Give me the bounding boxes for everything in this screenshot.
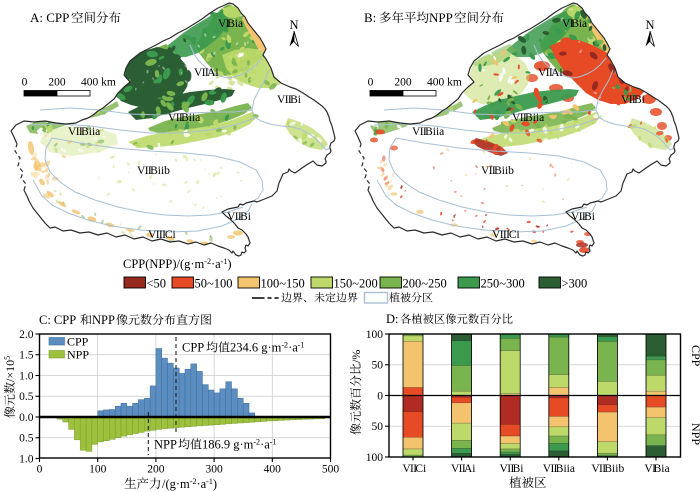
svg-text:<50: <50 [147,277,167,291]
svg-text:VI: VI [218,18,230,30]
svg-text:0: 0 [37,464,43,476]
svg-text:400: 400 [264,464,282,476]
svg-text:N: N [289,18,298,32]
svg-text:VII: VII [481,165,496,177]
svg-text:VII: VII [512,112,527,124]
svg-text:Biia: Biia [425,126,444,138]
svg-text:CPP: CPP [689,345,700,367]
svg-text:VII: VII [402,463,417,475]
svg-text:Bia: Bia [654,463,670,475]
svg-text:VII: VII [500,463,515,475]
svg-text:1.5: 1.5 [19,350,34,362]
svg-text:100~150: 100~150 [261,277,305,291]
svg-text:Biib: Biib [604,463,624,475]
svg-text:0: 0 [368,77,374,89]
svg-text:NPP: NPP [429,10,453,25]
svg-text:250~300: 250~300 [481,277,525,291]
svg-text:Biia: Biia [181,112,200,124]
svg-text:CPP: CPP [67,335,89,349]
svg-text:Bi: Bi [513,463,524,475]
svg-text:Ci: Ci [509,229,520,241]
svg-text:VII: VII [538,67,553,79]
svg-text:Bi: Bi [240,211,251,223]
svg-text:Ai: Ai [551,67,563,79]
svg-text:NPP: NPP [92,313,115,327]
svg-text:VI: VI [644,463,656,475]
svg-text:D:: D: [386,312,399,326]
svg-text:Bi: Bi [634,94,645,106]
svg-text:200: 200 [394,77,412,89]
svg-text:VII: VII [227,211,242,223]
svg-text:Ai: Ai [207,67,219,79]
svg-text:Bi: Bi [290,94,301,106]
svg-text:VI: VI [562,18,574,30]
svg-text:Biib: Biib [150,165,170,177]
svg-text:Biia: Biia [556,463,575,475]
svg-text:VIII: VIII [492,229,510,241]
svg-text:VII: VII [621,94,636,106]
svg-text:VII: VII [68,126,83,138]
svg-text:186.9 g·m-2·a-1: 186.9 g·m-2·a-1 [202,438,276,452]
svg-text:/(g·m-2·a-1): /(g·m-2·a-1) [162,477,217,491]
svg-text:/×105: /×105 [3,356,17,382]
svg-text:>300: >300 [562,277,588,291]
svg-text:C: CPP: C: CPP [39,313,76,327]
svg-text:CPP(NPP)/(g·m-2·a-1): CPP(NPP)/(g·m-2·a-1) [123,257,232,271]
svg-text:VIII: VIII [148,229,166,241]
svg-text:100: 100 [89,464,107,476]
svg-text:0.5: 0.5 [19,433,34,445]
svg-text:400 km: 400 km [427,77,462,89]
svg-text:B:: B: [364,10,376,25]
svg-text:0: 0 [377,390,383,402]
svg-text:Ci: Ci [165,229,176,241]
svg-text:Bi: Bi [584,211,595,223]
svg-text:50~100: 50~100 [195,277,233,291]
svg-text:Ci: Ci [415,463,426,475]
svg-text:VII: VII [571,211,586,223]
svg-text:500: 500 [322,464,340,476]
svg-text:100: 100 [366,452,384,464]
svg-text:200: 200 [147,464,165,476]
svg-text:200~250: 200~250 [403,277,447,291]
svg-text:150~200: 150~200 [334,277,378,291]
svg-text:VII: VII [137,165,152,177]
svg-text:1.0: 1.0 [19,453,34,465]
svg-text:A: CPP: A: CPP [30,10,69,25]
svg-text:NPP: NPP [689,423,700,445]
svg-text:VII: VII [277,94,292,106]
svg-text:Biia: Biia [81,126,100,138]
svg-text:VII: VII [168,112,183,124]
svg-text:234.6 g·m-2·a-1: 234.6 g·m-2·a-1 [230,341,304,355]
svg-text:CPP: CPP [182,341,204,355]
svg-text:0.0: 0.0 [19,412,34,424]
svg-text:VII: VII [543,463,558,475]
svg-text:200: 200 [48,77,66,89]
svg-text:300: 300 [205,464,223,476]
svg-text:VII: VII [412,126,427,138]
svg-text:2.0: 2.0 [19,329,34,341]
svg-text:0: 0 [22,77,28,89]
svg-text:VII: VII [194,67,209,79]
svg-text:Bia: Bia [227,18,243,30]
svg-text:Bia: Bia [571,18,587,30]
svg-text:NPP: NPP [67,348,89,362]
svg-text:0.5: 0.5 [19,391,34,403]
svg-text:/%: /% [349,350,363,363]
svg-text:50: 50 [372,360,384,372]
svg-text:N: N [645,18,654,32]
svg-text:Biia: Biia [525,112,544,124]
svg-text:100: 100 [366,329,384,341]
svg-text:Ai: Ai [464,463,476,475]
svg-text:NPP: NPP [154,438,177,452]
svg-text:Biib: Biib [494,165,514,177]
svg-text:400 km: 400 km [81,77,116,89]
svg-text:VII: VII [451,463,466,475]
svg-text:50: 50 [372,421,384,433]
svg-text:VII: VII [591,463,606,475]
svg-text:1.0: 1.0 [19,370,34,382]
